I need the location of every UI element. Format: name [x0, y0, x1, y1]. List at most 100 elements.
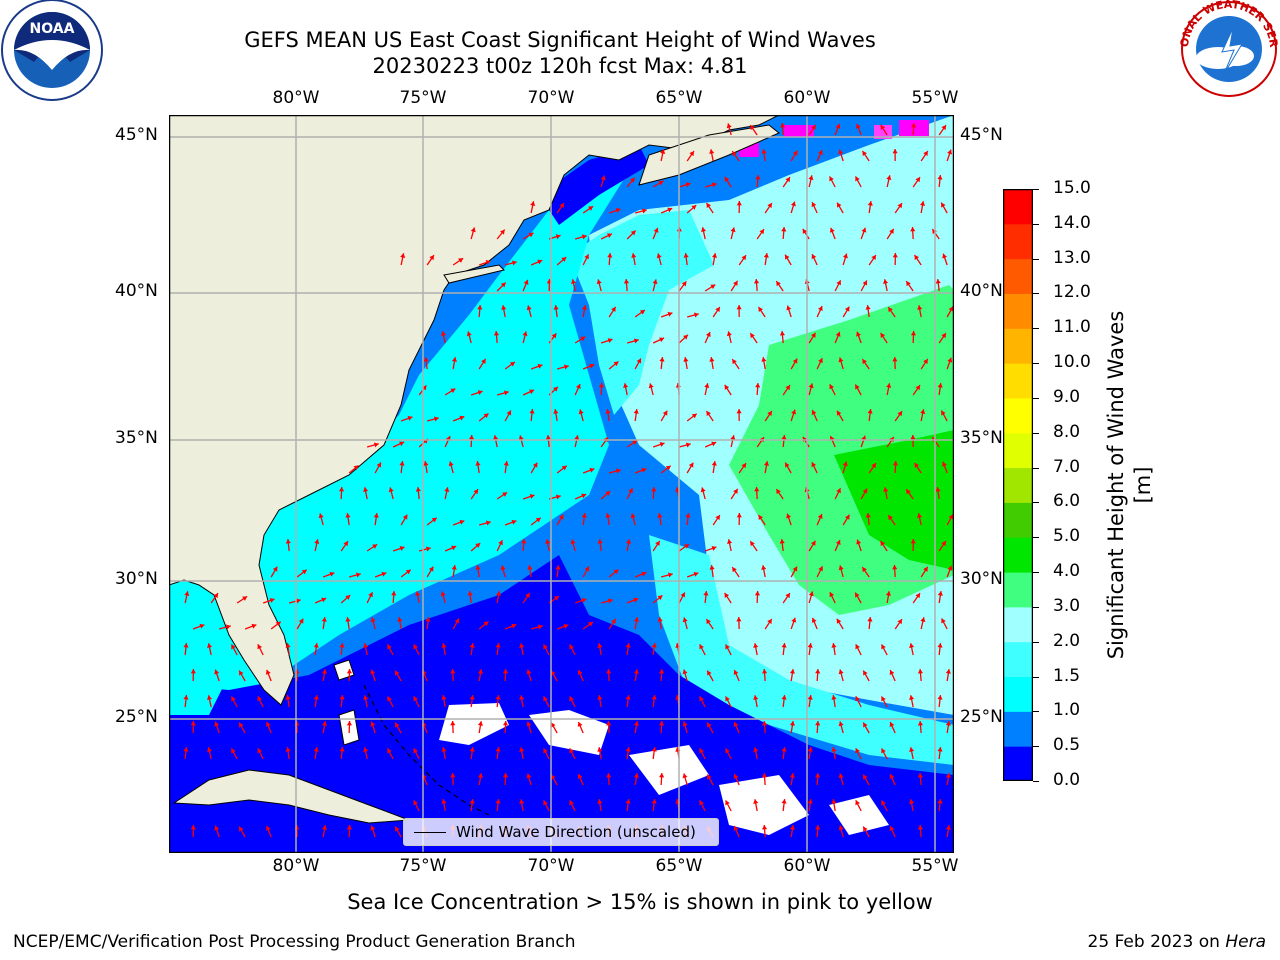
wave-direction-arrowhead: [763, 253, 769, 258]
no-data-patch: [439, 703, 509, 745]
sea-ice-patch: [874, 125, 892, 139]
wave-direction-arrowhead: [910, 331, 917, 336]
wave-direction-arrowhead: [423, 357, 429, 362]
wave-direction-arrowhead: [736, 409, 742, 414]
wave-direction-arrowhead: [911, 123, 917, 128]
wave-direction-arrowhead: [190, 721, 196, 726]
wave-direction-arrowhead: [700, 487, 706, 493]
wave-direction-arrowhead: [183, 643, 189, 648]
wave-direction-arrowhead: [561, 465, 567, 471]
wave-direction-arrowhead: [811, 254, 817, 260]
wave-direction-arrowhead: [923, 566, 928, 572]
wave-direction-arrowhead: [543, 644, 548, 650]
wave-direction-arrowhead: [363, 747, 369, 752]
wave-direction-arrowhead: [659, 357, 665, 362]
wave-direction-arrowhead: [511, 623, 517, 629]
wave-direction-arrowhead: [475, 565, 481, 570]
wave-direction-arrowhead: [543, 800, 548, 806]
wave-direction-arrowhead: [451, 565, 457, 570]
wave-direction-arrowhead: [272, 566, 278, 572]
wave-direction-arrowhead: [733, 722, 739, 727]
map-frame: [169, 115, 954, 853]
wave-direction-arrowhead: [889, 670, 895, 676]
wave-direction-arrowhead: [633, 597, 639, 603]
wave-direction-arrowhead: [761, 825, 768, 830]
wave-direction-arrowhead: [837, 202, 842, 208]
wave-direction-arrowhead: [699, 644, 704, 650]
wave-direction-arrowhead: [910, 227, 916, 232]
wave-direction-arrowhead: [727, 539, 733, 544]
wave-direction-arrowhead: [214, 669, 220, 675]
wave-direction-arrowhead: [755, 175, 761, 180]
wave-direction-arrowhead: [741, 255, 747, 261]
wave-direction-arrowhead: [633, 409, 639, 414]
wave-direction-arrowhead: [914, 254, 920, 260]
wave-direction-arrowhead: [865, 513, 871, 518]
wave-direction-arrowhead: [353, 465, 359, 471]
wave-direction-arrowhead: [767, 618, 772, 624]
wave-direction-arrowhead: [815, 721, 821, 726]
wave-direction-arrowhead: [818, 566, 823, 572]
wave-direction-arrowhead: [625, 643, 631, 648]
wave-direction-arrowhead: [339, 747, 345, 752]
wave-direction-arrowhead: [889, 774, 895, 780]
wave-direction-arrowhead: [551, 333, 557, 339]
wave-direction-arrowhead: [295, 598, 301, 604]
wave-direction-arrowhead: [892, 357, 898, 362]
lon-label-bottom: 55°W: [911, 856, 959, 876]
wave-direction-arrowhead: [345, 617, 351, 622]
wave-direction-arrowhead: [606, 669, 612, 674]
wave-direction-arrowhead: [523, 279, 529, 285]
wave-direction-arrowhead: [682, 669, 688, 675]
wave-direction-arrowhead: [691, 205, 697, 210]
wave-direction-arrowhead: [551, 670, 556, 676]
wave-direction-arrowhead: [761, 773, 768, 778]
wave-direction-arrowhead: [811, 462, 817, 468]
colorbar-swatch: [1003, 572, 1033, 608]
wave-direction-arrowhead: [807, 643, 813, 648]
wave-direction-arrowhead: [732, 151, 737, 157]
wave-direction-arrowhead: [346, 721, 353, 726]
wave-direction-arrowhead: [829, 176, 834, 182]
lat-label-left: 35°N: [115, 428, 158, 448]
wave-direction-arrowhead: [269, 598, 275, 603]
wave-direction-arrowhead: [785, 177, 790, 183]
colorbar-tick-label: 10.0: [1053, 352, 1091, 373]
colorbar-tick: [1033, 293, 1039, 295]
wave-direction-arrowhead: [651, 747, 657, 752]
graticule: [169, 115, 954, 853]
wave-direction-arrowhead: [628, 488, 633, 494]
wave-direction-arrowhead: [285, 643, 291, 648]
wave-direction-arrowhead: [835, 539, 841, 545]
wave-direction-arrowhead: [685, 442, 691, 448]
wave-direction-arrowhead: [498, 540, 503, 546]
wave-direction-arrowhead: [625, 539, 632, 544]
wave-direction-arrowhead: [632, 440, 638, 445]
wave-direction-arrowhead: [605, 491, 611, 496]
colorbar-tick-label: 2.0: [1053, 630, 1081, 651]
wave-direction-arrowhead: [906, 489, 911, 495]
wave-direction-arrowhead: [589, 363, 595, 369]
footer-host: Hera: [1225, 932, 1266, 952]
wave-direction-arrowhead: [776, 281, 781, 287]
wave-height-map: [169, 115, 954, 853]
wave-direction-arrowhead: [711, 441, 717, 447]
wave-direction-arrowhead: [413, 800, 418, 806]
colorbar-frame: [1003, 189, 1033, 781]
wave-direction-arrowhead: [781, 435, 787, 440]
colorbar-tick: [1033, 641, 1039, 643]
wave-direction-arrowhead: [370, 617, 376, 623]
wave-direction-arrowhead: [733, 670, 739, 675]
wave-direction-arrowhead: [577, 773, 583, 779]
wave-direction-arrowhead: [656, 253, 662, 259]
wave-direction-arrowhead: [807, 799, 813, 804]
wave-direction-arrowhead: [535, 517, 541, 523]
wave-direction-arrowhead: [923, 151, 928, 157]
wave-direction-arrowhead: [569, 644, 574, 650]
wave-direction-arrowhead: [711, 182, 717, 188]
colorbar-tick-label: 14.0: [1053, 212, 1091, 233]
colorbar-tick: [1033, 328, 1039, 330]
colorbar-tick-label: 4.0: [1053, 561, 1081, 582]
wave-direction-arrowhead: [519, 799, 525, 804]
wave-direction-arrowhead: [838, 669, 844, 675]
